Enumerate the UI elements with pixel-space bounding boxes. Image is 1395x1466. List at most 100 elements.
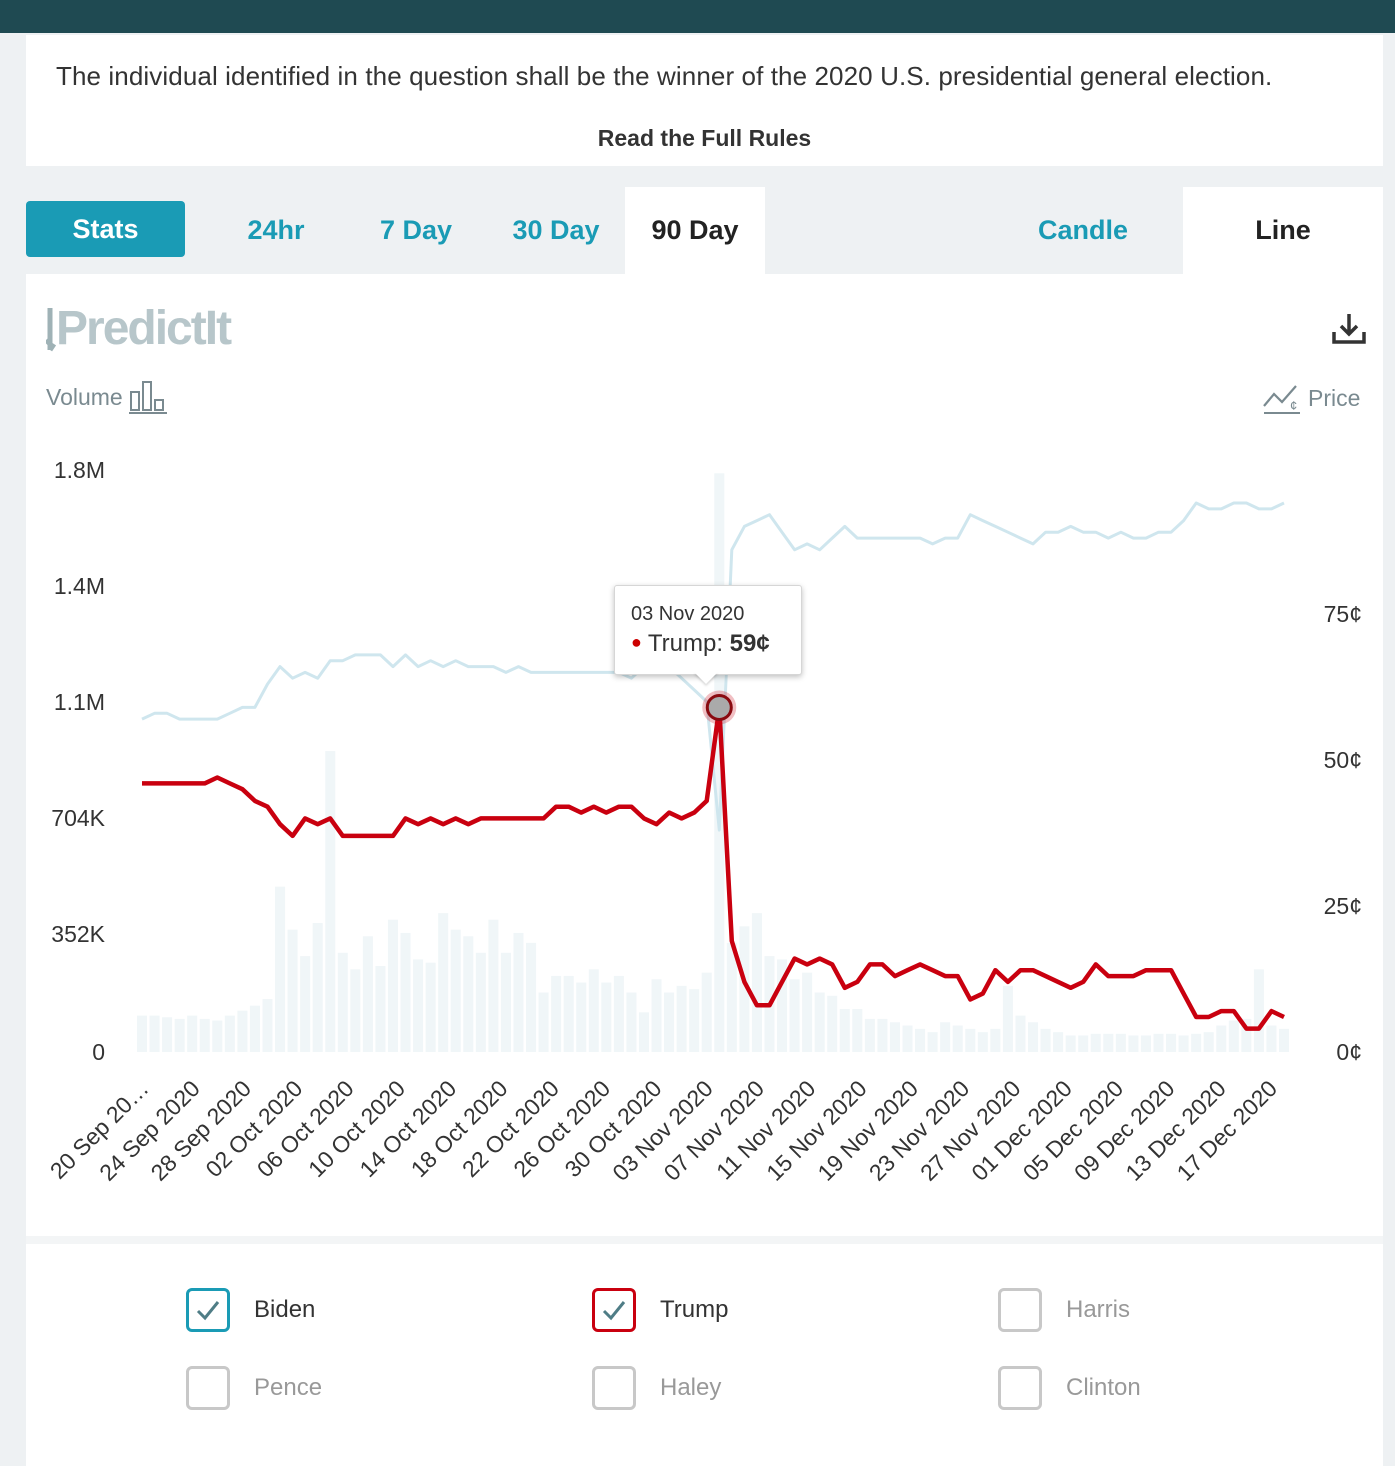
volume-tick-label: 1.4M [54, 573, 105, 599]
volume-bar [287, 929, 298, 1052]
volume-bar [249, 1005, 260, 1052]
checkbox-empty-icon[interactable] [998, 1288, 1042, 1332]
price-axis-label: ¢ Price [1262, 380, 1360, 416]
price-tick-label: 75¢ [1324, 601, 1362, 627]
volume-bar [601, 982, 612, 1052]
volume-bar [275, 886, 286, 1052]
volume-bar [1216, 1025, 1227, 1052]
volume-bar [187, 1015, 198, 1052]
price-tick-label: 0¢ [1336, 1039, 1362, 1065]
legend-label: Pence [254, 1374, 323, 1401]
volume-bar [1002, 985, 1013, 1052]
volume-bar [1178, 1035, 1189, 1052]
volume-bar [777, 959, 788, 1052]
volume-bar [1040, 1028, 1051, 1052]
legend-label: Biden [254, 1296, 316, 1323]
volume-bar [902, 1025, 913, 1052]
checkbox-checked-icon[interactable] [186, 1288, 230, 1332]
legend-pence-checkbox[interactable]: Pence [186, 1366, 322, 1410]
bar-chart-icon [128, 381, 167, 414]
tab-candle[interactable]: Candle [1037, 215, 1129, 245]
stats-button[interactable]: Stats [26, 201, 185, 257]
volume-bar [513, 932, 524, 1052]
volume-bar [664, 992, 675, 1052]
logo-text: PredictIt [56, 302, 232, 355]
volume-bar [475, 952, 486, 1052]
chart-tabs: Stats 24hr 7 Day 30 Day 90 Day Candle Li… [26, 187, 1383, 274]
volume-bar [952, 1025, 963, 1052]
tab-30-day[interactable]: 30 Day [512, 215, 600, 245]
volume-bar [387, 919, 399, 1052]
volume-bar [626, 992, 637, 1052]
price-volume-chart: 1.8M 1.4M 1.1M 704K 352K 0 75¢ 50¢ 25¢ 0¢ 20 Sep… [45, 457, 1362, 1186]
volume-bar [1153, 1033, 1164, 1052]
volume-bar [1053, 1032, 1064, 1052]
volume-bar [1253, 969, 1264, 1052]
volume-tick-label: 704K [51, 805, 105, 831]
volume-bar [538, 992, 549, 1052]
volume-bar [500, 952, 511, 1052]
volume-bar [563, 975, 574, 1052]
volume-bar [1191, 1033, 1202, 1052]
legend-harris-checkbox[interactable]: Harris [998, 1288, 1130, 1332]
volume-bar [751, 913, 762, 1052]
predictit-logo: PredictIt [44, 298, 266, 365]
volume-bar [1241, 1018, 1252, 1052]
volume-bar [1278, 1028, 1290, 1052]
volume-bar [300, 956, 311, 1052]
volume-bar [814, 992, 825, 1052]
volume-bar [425, 962, 436, 1052]
volume-bar [413, 959, 424, 1052]
volume-bar [864, 1018, 875, 1052]
volume-bar [827, 995, 838, 1052]
tab-line[interactable]: Line [1183, 187, 1383, 274]
legend-trump-checkbox[interactable]: Trump [592, 1288, 728, 1332]
download-icon[interactable] [1330, 312, 1368, 351]
tooltip-value: 59¢ [729, 630, 770, 657]
svg-text:¢: ¢ [1290, 398, 1297, 413]
checkbox-empty-icon[interactable] [592, 1366, 636, 1410]
volume-bar [149, 1015, 160, 1052]
volume-label-text: Volume [46, 383, 123, 410]
legend-biden-checkbox[interactable]: Biden [186, 1288, 315, 1332]
volume-bar [312, 923, 323, 1052]
volume-bar [877, 1018, 888, 1052]
tab-7-day[interactable]: 7 Day [379, 215, 453, 245]
legend-label: Clinton [1066, 1374, 1141, 1401]
volume-bar [638, 1012, 649, 1052]
legend-label: Haley [660, 1374, 722, 1401]
tooltip-value-row: ● Trump: 59¢ [631, 630, 770, 658]
legend-clinton-checkbox[interactable]: Clinton [998, 1366, 1141, 1410]
volume-bar [136, 1015, 148, 1052]
volume-tick-label: 1.8M [54, 457, 105, 483]
volume-bar [526, 942, 537, 1052]
volume-bar [174, 1018, 185, 1052]
volume-bar [1065, 1035, 1076, 1052]
volume-bar [463, 936, 474, 1052]
volume-bar [1128, 1035, 1139, 1052]
volume-bar [400, 932, 411, 1052]
volume-bar [199, 1018, 210, 1052]
checkbox-empty-icon[interactable] [186, 1366, 230, 1410]
tab-24hr[interactable]: 24hr [247, 215, 305, 245]
checkbox-checked-icon[interactable] [592, 1288, 636, 1332]
volume-axis-label: Volume [46, 380, 169, 414]
volume-bar [965, 1028, 976, 1052]
volume-bar [739, 926, 750, 1052]
volume-bar [1090, 1033, 1101, 1052]
tooltip-date: 03 Nov 2020 [631, 603, 745, 625]
volume-tick-label: 1.1M [54, 689, 105, 715]
top-header-bar [0, 0, 1395, 33]
volume-bar [375, 966, 386, 1052]
read-full-rules-link[interactable]: Read the Full Rules [597, 125, 812, 151]
legend-haley-checkbox[interactable]: Haley [592, 1366, 721, 1410]
line-chart-icon: ¢ [1263, 385, 1300, 414]
volume-bar [588, 969, 599, 1052]
volume-bar [726, 942, 737, 1052]
volume-bar [689, 989, 700, 1052]
tab-90-day[interactable]: 90 Day [625, 187, 765, 274]
checkbox-empty-icon[interactable] [998, 1366, 1042, 1410]
volume-bar [1266, 1025, 1277, 1052]
chart-card [26, 274, 1383, 1466]
volume-bar [927, 1032, 938, 1052]
